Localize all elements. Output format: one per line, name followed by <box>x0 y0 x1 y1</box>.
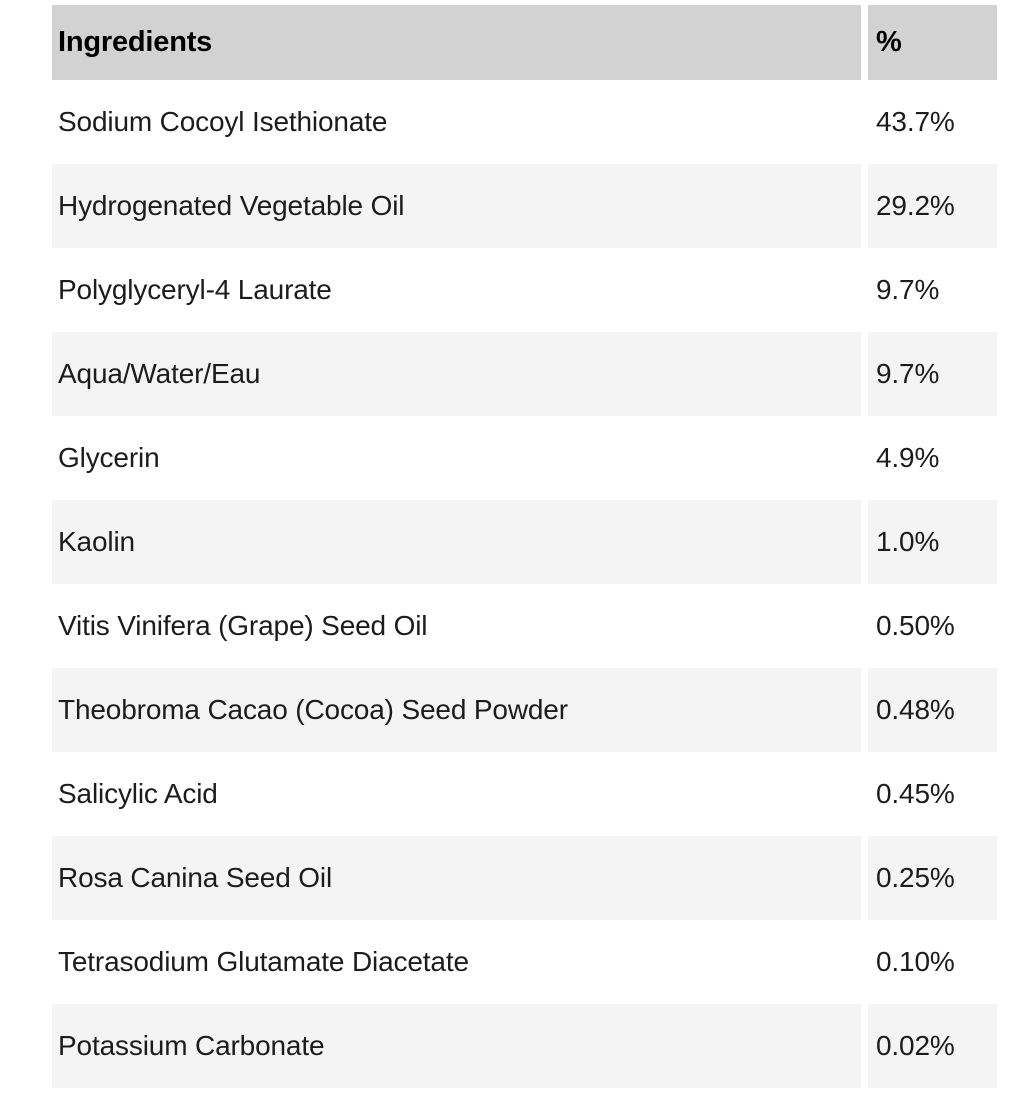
cell-ingredient-percent: 0.48% <box>868 668 997 752</box>
cell-divider <box>861 668 868 752</box>
cell-ingredient-percent: 0.02% <box>868 1004 997 1088</box>
cell-divider <box>861 584 868 668</box>
table-row: Polyglyceryl-4 Laurate 9.7% <box>52 248 997 332</box>
cell-ingredient-name: Vitis Vinifera (Grape) Seed Oil <box>52 584 861 668</box>
cell-divider <box>861 500 868 584</box>
cell-divider <box>861 80 868 164</box>
cell-ingredient-name: Sodium Cocoyl Isethionate <box>52 80 861 164</box>
cell-divider <box>861 920 868 1004</box>
cell-ingredient-percent: 0.10% <box>868 920 997 1004</box>
ingredients-table: Ingredients % Sodium Cocoyl Isethionate 4… <box>52 5 997 1088</box>
cell-ingredient-percent: 1.0% <box>868 500 997 584</box>
table-row: Aqua/Water/Eau 9.7% <box>52 332 997 416</box>
table-row: Glycerin 4.9% <box>52 416 997 500</box>
table-row: Rosa Canina Seed Oil 0.25% <box>52 836 997 920</box>
cell-divider <box>861 416 868 500</box>
column-header-ingredients: Ingredients <box>52 5 861 80</box>
table-row: Kaolin 1.0% <box>52 500 997 584</box>
cell-ingredient-name: Tetrasodium Glutamate Diacetate <box>52 920 861 1004</box>
cell-ingredient-percent: 0.45% <box>868 752 997 836</box>
cell-ingredient-name: Salicylic Acid <box>52 752 861 836</box>
column-divider <box>861 5 868 80</box>
cell-ingredient-name: Hydrogenated Vegetable Oil <box>52 164 861 248</box>
cell-ingredient-percent: 29.2% <box>868 164 997 248</box>
table-body: Sodium Cocoyl Isethionate 43.7% Hydrogenat… <box>52 80 997 1088</box>
cell-divider <box>861 752 868 836</box>
cell-ingredient-percent: 4.9% <box>868 416 997 500</box>
cell-ingredient-name: Polyglyceryl-4 Laurate <box>52 248 861 332</box>
cell-ingredient-name: Glycerin <box>52 416 861 500</box>
cell-divider <box>861 332 868 416</box>
cell-ingredient-percent: 0.25% <box>868 836 997 920</box>
cell-ingredient-percent: 0.50% <box>868 584 997 668</box>
cell-divider <box>861 1004 868 1088</box>
cell-ingredient-percent: 9.7% <box>868 332 997 416</box>
cell-ingredient-percent: 9.7% <box>868 248 997 332</box>
table-row: Sodium Cocoyl Isethionate 43.7% <box>52 80 997 164</box>
table-row: Vitis Vinifera (Grape) Seed Oil 0.50% <box>52 584 997 668</box>
cell-ingredient-name: Rosa Canina Seed Oil <box>52 836 861 920</box>
cell-ingredient-name: Aqua/Water/Eau <box>52 332 861 416</box>
table-row: Potassium Carbonate 0.02% <box>52 1004 997 1088</box>
table-row: Salicylic Acid 0.45% <box>52 752 997 836</box>
ingredients-table-container: Ingredients % Sodium Cocoyl Isethionate 4… <box>52 5 997 1088</box>
table-row: Hydrogenated Vegetable Oil 29.2% <box>52 164 997 248</box>
table-header: Ingredients % <box>52 5 997 80</box>
cell-ingredient-name: Theobroma Cacao (Cocoa) Seed Powder <box>52 668 861 752</box>
cell-ingredient-name: Potassium Carbonate <box>52 1004 861 1088</box>
cell-divider <box>861 248 868 332</box>
table-row: Theobroma Cacao (Cocoa) Seed Powder 0.48% <box>52 668 997 752</box>
cell-divider <box>861 164 868 248</box>
table-row: Tetrasodium Glutamate Diacetate 0.10% <box>52 920 997 1004</box>
table-header-row: Ingredients % <box>52 5 997 80</box>
cell-divider <box>861 836 868 920</box>
cell-ingredient-name: Kaolin <box>52 500 861 584</box>
column-header-percent: % <box>868 5 997 80</box>
cell-ingredient-percent: 43.7% <box>868 80 997 164</box>
